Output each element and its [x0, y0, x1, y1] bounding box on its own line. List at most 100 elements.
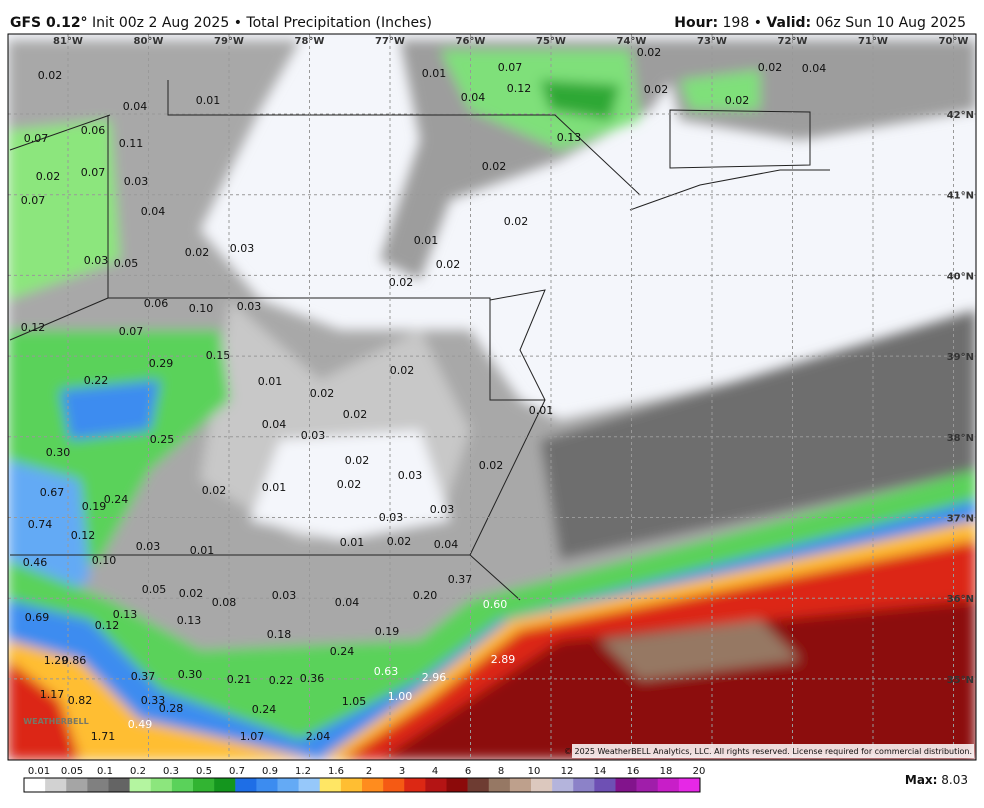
point-value: 0.21: [227, 673, 252, 686]
point-value: 0.12: [71, 529, 96, 542]
point-value: 0.10: [189, 302, 214, 315]
point-value: 0.13: [557, 131, 582, 144]
colorbar-label: 3: [399, 766, 405, 777]
point-value: 0.04: [461, 91, 486, 104]
product: Total Precipitation (Inches): [245, 15, 432, 31]
colorbar-swatch: [129, 778, 152, 792]
logo: WEATHERBELL: [23, 717, 88, 726]
latitude-label: 35°N: [947, 675, 974, 686]
colorbar-swatch: [636, 778, 659, 792]
point-value: 0.04: [802, 62, 827, 75]
colorbar-swatch: [319, 778, 342, 792]
latitude-label: 36°N: [947, 594, 974, 605]
latitude-label: 40°N: [947, 271, 974, 282]
colorbar-label: 8: [498, 766, 504, 777]
point-value: 0.03: [272, 589, 297, 602]
longitude-label: 73°W: [697, 36, 727, 47]
colorbar-swatch: [678, 778, 701, 792]
point-value: 1.05: [342, 695, 367, 708]
graticule: [8, 34, 976, 760]
point-value: 0.22: [269, 674, 294, 687]
colorbar-swatch: [446, 778, 468, 792]
longitude-label: 77°W: [375, 36, 405, 47]
point-value: 0.07: [119, 325, 144, 338]
point-value: 0.25: [150, 433, 175, 446]
precip-field: [8, 34, 976, 760]
colorbar-swatch: [594, 778, 616, 792]
colorbar-swatch: [657, 778, 680, 792]
point-value: 0.63: [374, 665, 399, 678]
point-value: 0.04: [141, 205, 166, 218]
point-value: 0.20: [413, 589, 438, 602]
point-value: 0.02: [637, 46, 662, 59]
point-value: 1.71: [91, 730, 116, 743]
point-value: 0.15: [206, 349, 231, 362]
point-value: 0.03: [430, 503, 455, 516]
point-value: 0.07: [81, 166, 106, 179]
point-value: 0.60: [483, 598, 508, 611]
point-value: 0.02: [504, 215, 529, 228]
colorbar-swatch: [552, 778, 574, 792]
colorbar-label: 1.6: [328, 766, 344, 777]
point-value: 0.05: [142, 583, 167, 596]
colorbar-swatch: [171, 778, 194, 792]
point-value: 0.02: [758, 61, 783, 74]
longitude-label: 76°W: [456, 36, 486, 47]
valid-label: Valid:: [766, 15, 811, 31]
point-value: 0.03: [379, 511, 404, 524]
colorbar-frame: [23, 777, 701, 793]
point-value: 0.01: [422, 67, 447, 80]
point-value: 0.74: [28, 518, 53, 531]
colorbar-swatch: [66, 778, 88, 792]
colorbar-label: 12: [561, 766, 574, 777]
point-value: 0.24: [252, 703, 277, 716]
colorbar-label: 0.9: [262, 766, 278, 777]
point-value: 0.01: [196, 94, 221, 107]
point-value: 2.96: [422, 671, 447, 684]
colorbar-swatch: [362, 778, 384, 792]
point-value: 1.29: [44, 654, 69, 667]
point-value: 0.04: [335, 596, 360, 609]
longitude-label: 71°W: [858, 36, 888, 47]
point-value: 0.24: [104, 493, 129, 506]
longitude-label: 79°W: [214, 36, 244, 47]
longitude-label: 72°W: [778, 36, 808, 47]
point-value: 0.13: [113, 608, 138, 621]
colorbar-label: 10: [528, 766, 541, 777]
point-value: 0.07: [24, 132, 49, 145]
point-value: 0.03: [124, 175, 149, 188]
point-value: 1.17: [40, 688, 65, 701]
point-value: 0.02: [390, 364, 415, 377]
colorbar-label: 0.7: [229, 766, 245, 777]
init-time: Init 00z 2 Aug 2025: [92, 15, 229, 31]
point-value: 0.37: [131, 670, 156, 683]
point-value: 0.37: [448, 573, 473, 586]
point-value: 0.02: [389, 276, 414, 289]
colorbar-swatch: [425, 778, 447, 792]
colorbar-swatch: [509, 778, 532, 792]
colorbar-label: 14: [594, 766, 607, 777]
point-value: 0.01: [340, 536, 365, 549]
boundaries: [9, 80, 830, 601]
colorbar-label: 0.01: [28, 766, 50, 777]
point-value: 0.03: [237, 300, 262, 313]
point-value: 0.46: [23, 556, 48, 569]
colorbar-label: 16: [627, 766, 640, 777]
point-value: 0.03: [398, 469, 423, 482]
point-value: 0.19: [82, 500, 107, 513]
point-value: 0.49: [128, 718, 153, 731]
point-value: 0.86: [62, 654, 87, 667]
colorbar-label: 0.5: [196, 766, 212, 777]
point-value: 0.13: [177, 614, 202, 627]
latitude-label: 39°N: [947, 352, 974, 363]
longitude-label: 70°W: [939, 36, 969, 47]
point-value: 0.02: [343, 408, 368, 421]
max-text: Max: 8.03: [905, 773, 968, 787]
point-value: 0.03: [230, 242, 255, 255]
point-value: 0.02: [202, 484, 227, 497]
point-value: 0.02: [387, 535, 412, 548]
separator: •: [234, 15, 242, 31]
max-label: Max:: [905, 773, 938, 787]
